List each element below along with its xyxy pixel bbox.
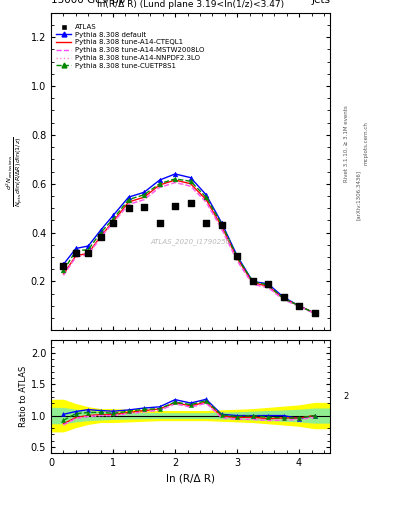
- Point: [110, 219, 116, 227]
- Legend: ATLAS, Pythia 8.308 default, Pythia 8.308 tune-A14-CTEQL1, Pythia 8.308 tune-A14: ATLAS, Pythia 8.308 default, Pythia 8.30…: [53, 21, 207, 72]
- Point: [203, 219, 209, 227]
- Text: $\frac{d^2 N_{\mathrm{emissions}}}{N_{\mathrm{jets}}\,d\ln(R/\Delta R)\,d\ln(1/z: $\frac{d^2 N_{\mathrm{emissions}}}{N_{\m…: [4, 136, 25, 207]
- Point: [125, 204, 132, 212]
- Point: [312, 309, 318, 317]
- Text: 2: 2: [344, 392, 349, 401]
- Text: Jets: Jets: [311, 0, 330, 5]
- Point: [265, 280, 271, 288]
- Y-axis label: Ratio to ATLAS: Ratio to ATLAS: [19, 366, 28, 428]
- Title: ln(R/Δ R) (Lund plane 3.19<ln(1/z)<3.47): ln(R/Δ R) (Lund plane 3.19<ln(1/z)<3.47): [97, 0, 284, 9]
- Point: [156, 219, 163, 227]
- Point: [219, 221, 225, 229]
- Point: [141, 203, 147, 211]
- Text: [arXiv:1306.3436]: [arXiv:1306.3436]: [356, 169, 361, 220]
- X-axis label: ln (R/Δ R): ln (R/Δ R): [166, 474, 215, 483]
- Point: [172, 202, 178, 210]
- Point: [234, 252, 240, 260]
- Point: [85, 249, 92, 258]
- Point: [97, 233, 104, 242]
- Point: [281, 293, 287, 302]
- Point: [296, 302, 302, 310]
- Text: ATLAS_2020_I1790256: ATLAS_2020_I1790256: [151, 238, 231, 245]
- Text: Rivet 3.1.10, ≥ 3.1M events: Rivet 3.1.10, ≥ 3.1M events: [344, 105, 349, 182]
- Text: mcplots.cern.ch: mcplots.cern.ch: [364, 121, 369, 165]
- Point: [187, 199, 194, 207]
- Point: [250, 278, 256, 286]
- Point: [61, 262, 67, 270]
- Text: 13000 GeV pp: 13000 GeV pp: [51, 0, 125, 5]
- Point: [73, 249, 79, 258]
